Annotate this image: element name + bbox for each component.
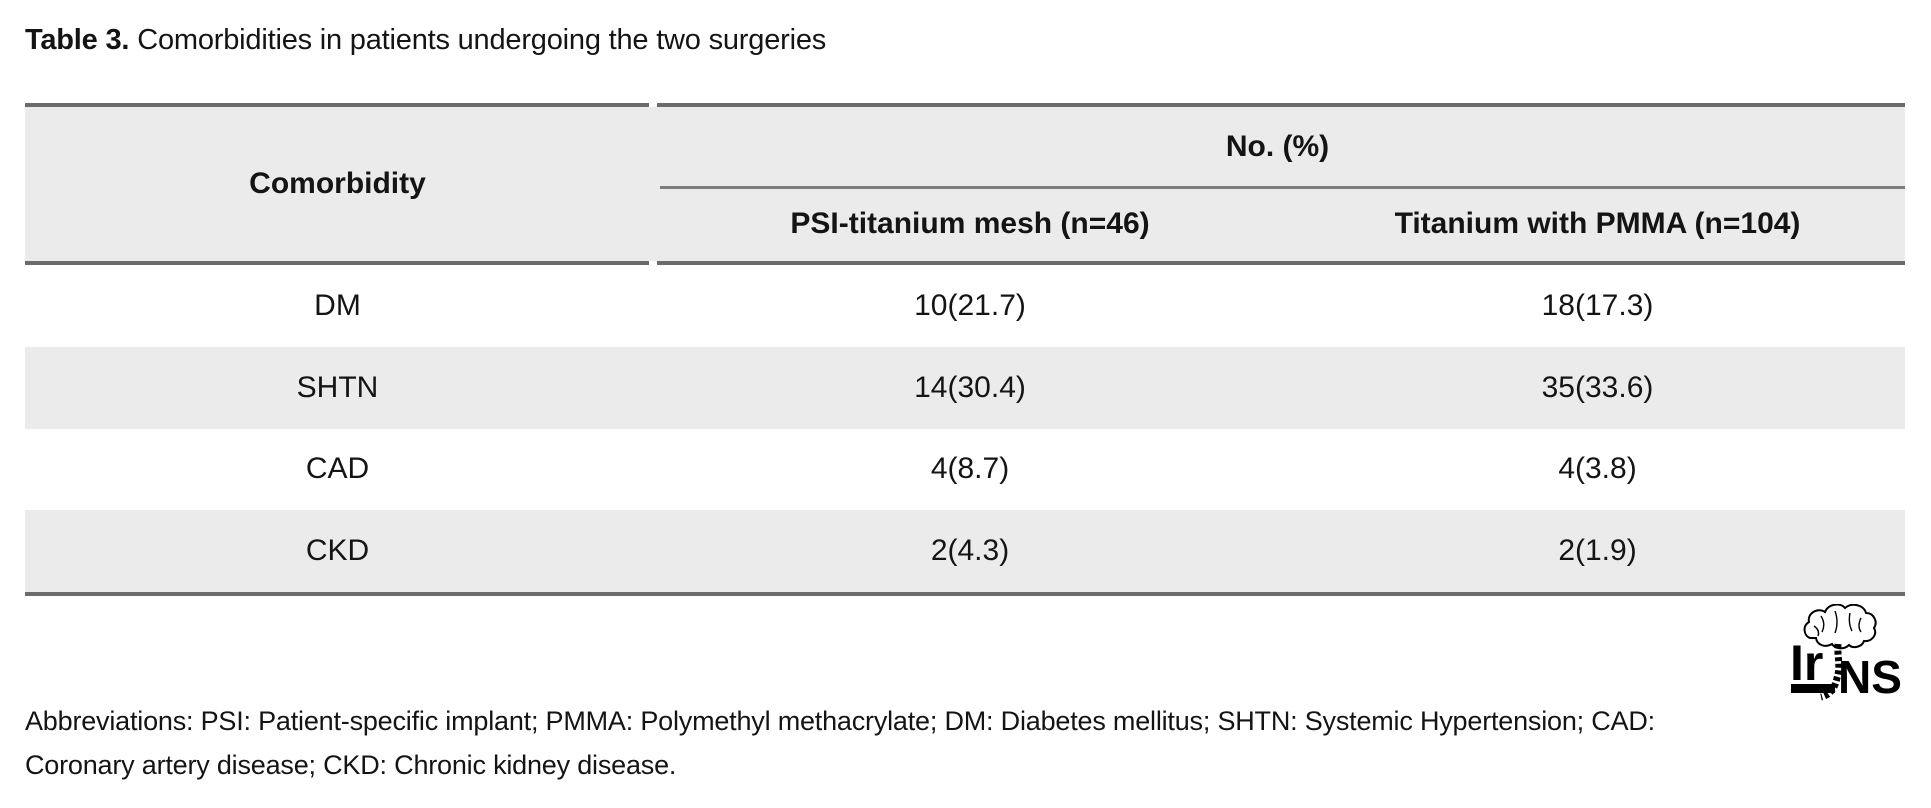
column-group-no-percent: No. (%) PSI-titanium mesh (n=46) Titaniu… — [650, 107, 1905, 261]
column-header-titanium-pmma: Titanium with PMMA (n=104) — [1394, 206, 1801, 240]
column-header-comorbidity: Comorbidity — [249, 167, 426, 200]
column-header-psi-titanium: PSI-titanium mesh (n=46) — [790, 206, 1150, 240]
cell-psi-value: 14(30.4) — [914, 370, 1026, 404]
sub-header-row: PSI-titanium mesh (n=46) Titanium with P… — [650, 186, 1905, 261]
cell-comorbidity: SHTN — [296, 370, 379, 404]
cell-pmma-value: 35(33.6) — [1541, 370, 1654, 404]
header-bottom-rule-right — [657, 261, 1905, 265]
cell-pmma-value: 2(1.9) — [1558, 534, 1637, 568]
cell-comorbidity: CAD — [305, 452, 370, 486]
cell-pmma-value: 18(17.3) — [1541, 288, 1654, 322]
column-group-header: No. (%) — [1225, 129, 1330, 163]
table-caption-number: Table 3. — [25, 24, 130, 56]
group-header-divider — [660, 186, 1905, 189]
table-header: Comorbidity No. (%) PSI-titanium mesh (n… — [25, 107, 1905, 261]
footnote-line-2: Coronary artery disease; CKD: Chronic ki… — [25, 750, 677, 780]
table-body: DM 10(21.7) 18(17.3) SHTN 14(30.4) 35(33… — [25, 265, 1905, 592]
cell-pmma-value: 4(3.8) — [1558, 452, 1637, 486]
header-bottom-rule-left — [25, 261, 649, 265]
table-bottom-rule — [25, 592, 1905, 596]
cell-psi-value: 2(4.3) — [930, 534, 1010, 568]
abbreviations-footnote: Abbreviations: PSI: Patient-specific imp… — [25, 699, 1920, 787]
table-caption-text: Comorbidities in patients undergoing the… — [137, 24, 827, 56]
cell-psi-value: 4(8.7) — [930, 452, 1010, 486]
table-row-shtn: SHTN 14(30.4) 35(33.6) — [25, 346, 1905, 429]
cell-psi-value: 10(21.7) — [914, 288, 1026, 322]
cell-comorbidity: DM — [314, 288, 361, 322]
table-top-rule-left — [25, 103, 649, 107]
table-top-rule-right — [657, 103, 1905, 107]
table-row-cad: CAD 4(8.7) 4(3.8) — [25, 429, 1905, 511]
footnote-line-1: Abbreviations: PSI: Patient-specific imp… — [25, 706, 1655, 736]
brain-spine-logo-icon: Ir NS — [1790, 603, 1902, 703]
logo-text-right: NS — [1838, 651, 1902, 702]
table-row-dm: DM 10(21.7) 18(17.3) — [25, 265, 1905, 347]
table-caption: Table 3. Comorbidities in patients underg… — [25, 24, 826, 57]
table-row-ckd: CKD 2(4.3) 2(1.9) — [25, 510, 1905, 592]
journal-logo: Ir NS — [1766, 603, 1906, 703]
logo-text-left: Ir — [1790, 635, 1823, 691]
cell-comorbidity: CKD — [305, 534, 370, 568]
